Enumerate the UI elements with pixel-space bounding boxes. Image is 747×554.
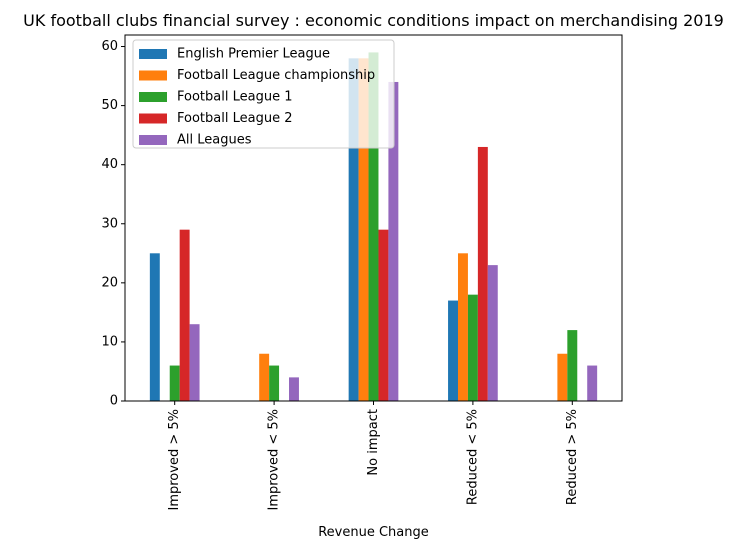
- legend-swatch: [139, 70, 167, 81]
- bar: [348, 58, 359, 402]
- bar: [189, 324, 200, 401]
- legend-label: English Premier League: [177, 47, 330, 62]
- bar: [467, 294, 478, 401]
- x-tick-label: Improved < 5%: [267, 409, 282, 511]
- bar: [457, 253, 468, 401]
- bar: [477, 146, 488, 401]
- legend-label: Football League championship: [177, 68, 375, 83]
- bar: [289, 377, 299, 401]
- bar: [388, 81, 399, 401]
- bar: [358, 58, 369, 402]
- legend-label: Football League 1: [177, 90, 292, 105]
- y-tick-label: 30: [101, 216, 118, 231]
- bar: [368, 52, 379, 402]
- y-tick-label: 20: [101, 275, 118, 290]
- legend-swatch: [139, 113, 167, 124]
- legend-swatch: [139, 92, 167, 102]
- x-tick-label: Improved > 5%: [167, 409, 182, 511]
- bar: [169, 365, 180, 401]
- bars-group: [149, 52, 598, 402]
- x-tick-label: Reduced > 5%: [565, 409, 580, 505]
- y-tick-label: 60: [101, 39, 118, 54]
- x-tick-label: No impact: [366, 409, 381, 476]
- bar: [149, 253, 160, 401]
- bar: [567, 330, 578, 401]
- legend-label: All Leagues: [177, 133, 252, 148]
- legend: English Premier League Football League ch…: [132, 39, 395, 149]
- ticks-group: Improved > 5% Improved < 5% No impact Reduc…: [101, 39, 579, 510]
- y-tick-label: 10: [101, 334, 118, 349]
- bar: [448, 300, 458, 401]
- y-tick-label: 40: [101, 157, 118, 172]
- bar: [557, 353, 568, 401]
- bar: [487, 265, 498, 401]
- x-tick-label: Reduced < 5%: [465, 409, 480, 505]
- legend-swatch: [139, 49, 167, 59]
- plot-frame: [124, 34, 623, 402]
- x-axis-label: Revenue Change: [318, 525, 429, 540]
- bar: [587, 365, 598, 401]
- y-tick-label: 0: [110, 394, 118, 409]
- chart-title: UK football clubs financial survey : eco…: [23, 11, 724, 30]
- bar: [269, 365, 280, 401]
- bar: [179, 229, 190, 401]
- y-tick-label: 50: [101, 98, 118, 113]
- legend-label: Football League 2: [177, 111, 292, 126]
- legend-box: [132, 39, 395, 149]
- bar: [378, 229, 389, 401]
- legend-swatch: [139, 135, 167, 145]
- bar: [259, 353, 270, 401]
